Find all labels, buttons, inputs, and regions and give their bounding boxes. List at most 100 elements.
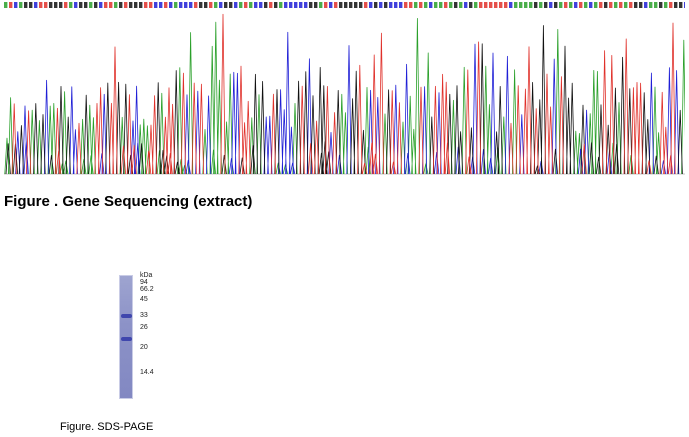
base-call-mark [404,2,408,8]
base-call-mark [474,2,478,8]
base-call-mark [529,2,533,8]
base-call-mark [309,2,313,8]
base-call-mark [99,2,103,8]
sds-page-gel-figure: kDa 94 66.2 45 33 26 20 14.4 [110,270,170,400]
base-call-mark [254,2,258,8]
base-call-mark [139,2,143,8]
base-call-mark [594,2,598,8]
base-call-mark [359,2,363,8]
base-call-mark [619,2,623,8]
base-call-mark [164,2,168,8]
base-call-mark [209,2,213,8]
marker-label: 33 [140,312,148,319]
base-call-mark [344,2,348,8]
base-call-mark [249,2,253,8]
base-call-mark [319,2,323,8]
base-call-mark [549,2,553,8]
base-call-mark [669,2,673,8]
base-call-mark [539,2,543,8]
base-call-mark [589,2,593,8]
base-call-mark [574,2,578,8]
base-call-mark [454,2,458,8]
base-call-mark [174,2,178,8]
marker-label: 94 [140,279,148,286]
base-call-mark [39,2,43,8]
base-call-mark [509,2,513,8]
marker-unit-label: kDa [140,272,153,279]
base-call-mark [239,2,243,8]
base-call-mark [629,2,633,8]
base-call-mark [29,2,33,8]
base-call-mark [464,2,468,8]
base-call-mark [114,2,118,8]
base-call-mark [599,2,603,8]
base-call-mark [34,2,38,8]
base-call-mark [369,2,373,8]
base-call-mark [399,2,403,8]
base-call-mark [494,2,498,8]
sequencing-figure-caption: Figure . Gene Sequencing (extract) [4,193,253,210]
base-call-mark [384,2,388,8]
base-call-mark [364,2,368,8]
base-call-mark [379,2,383,8]
base-call-mark [329,2,333,8]
base-call-mark [579,2,583,8]
base-call-mark [634,2,638,8]
base-call-mark [284,2,288,8]
trace-t-channel [11,13,676,175]
base-call-mark [189,2,193,8]
base-call-mark [554,2,558,8]
base-call-mark [484,2,488,8]
base-call-mark [614,2,618,8]
base-call-mark [534,2,538,8]
base-call-mark [559,2,563,8]
base-call-mark [79,2,83,8]
base-call-mark [64,2,68,8]
gel-band [121,314,132,318]
base-call-mark [429,2,433,8]
base-call-mark [544,2,548,8]
base-call-mark [109,2,113,8]
base-call-mark [9,2,13,8]
base-call-mark [294,2,298,8]
base-call-mark [124,2,128,8]
base-call-mark [354,2,358,8]
base-call-mark [479,2,483,8]
base-call-mark [569,2,573,8]
base-call-mark [504,2,508,8]
base-call-mark [609,2,613,8]
base-call-mark [604,2,608,8]
base-call-mark [214,2,218,8]
base-call-mark [649,2,653,8]
base-call-mark [244,2,248,8]
base-call-mark [444,2,448,8]
gel-lane [119,275,133,399]
marker-label: 14.4 [140,369,154,376]
base-call-mark [44,2,48,8]
base-call-mark [134,2,138,8]
base-call-mark [4,2,8,8]
base-call-mark [519,2,523,8]
base-call-mark [424,2,428,8]
sequencing-chromatogram [4,2,685,175]
base-call-mark [639,2,643,8]
base-call-mark [19,2,23,8]
base-call-mark [259,2,263,8]
base-call-strip [4,2,685,8]
base-call-mark [14,2,18,8]
base-call-mark [289,2,293,8]
base-call-mark [459,2,463,8]
base-call-mark [654,2,658,8]
base-call-mark [394,2,398,8]
base-call-mark [59,2,63,8]
base-call-mark [119,2,123,8]
base-call-mark [314,2,318,8]
base-call-mark [24,2,28,8]
base-call-mark [434,2,438,8]
gel-band [121,337,132,341]
base-call-mark [184,2,188,8]
base-call-mark [414,2,418,8]
base-call-mark [489,2,493,8]
base-call-mark [299,2,303,8]
base-call-mark [94,2,98,8]
